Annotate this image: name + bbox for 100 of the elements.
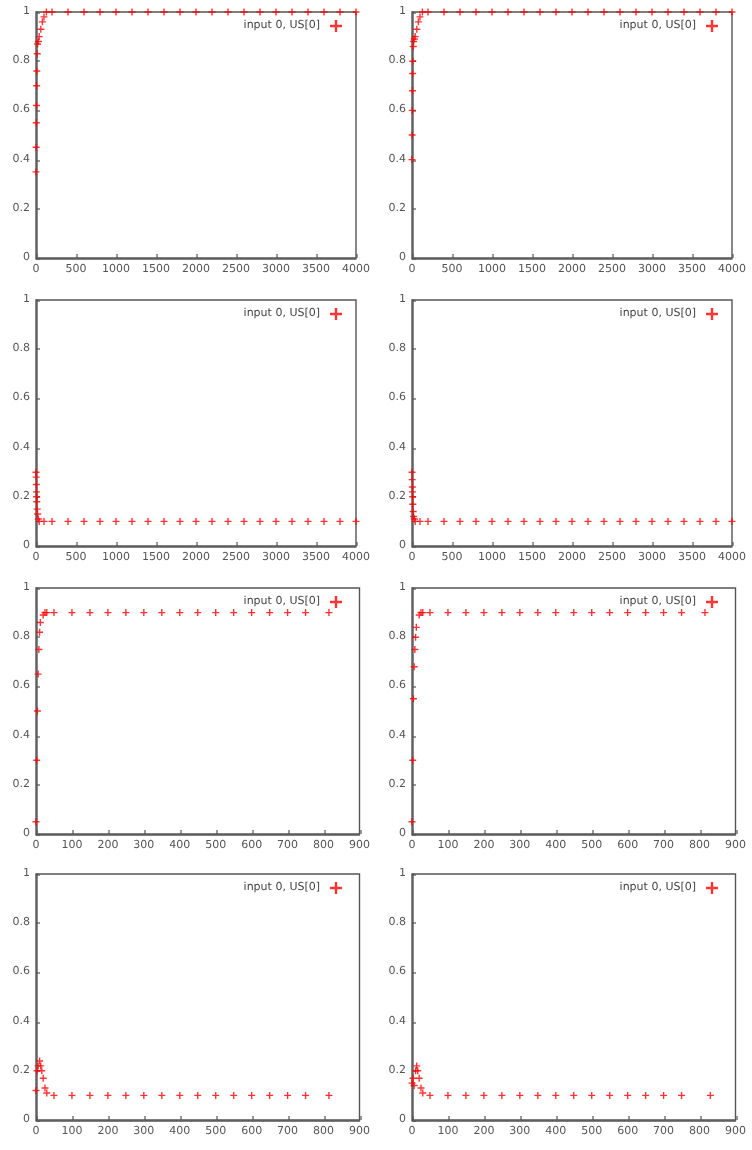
point bbox=[37, 25, 45, 33]
point bbox=[86, 608, 94, 616]
point bbox=[680, 517, 688, 525]
point bbox=[48, 8, 56, 16]
point bbox=[498, 608, 506, 616]
point bbox=[38, 1067, 46, 1075]
point bbox=[50, 1092, 58, 1100]
point bbox=[144, 517, 152, 525]
point bbox=[352, 517, 360, 525]
point bbox=[440, 517, 448, 525]
point bbox=[160, 8, 168, 16]
point bbox=[632, 8, 640, 16]
point bbox=[696, 517, 704, 525]
point bbox=[32, 143, 40, 151]
point bbox=[158, 1092, 166, 1100]
point bbox=[240, 517, 248, 525]
point bbox=[600, 517, 608, 525]
point bbox=[68, 608, 76, 616]
point bbox=[240, 8, 248, 16]
point bbox=[616, 8, 624, 16]
point bbox=[552, 8, 560, 16]
point bbox=[488, 8, 496, 16]
point bbox=[413, 1062, 421, 1070]
point bbox=[440, 8, 448, 16]
point bbox=[728, 517, 736, 525]
point bbox=[584, 8, 592, 16]
point bbox=[32, 1087, 40, 1095]
point bbox=[96, 8, 104, 16]
point bbox=[336, 8, 344, 16]
point bbox=[104, 1092, 112, 1100]
point bbox=[272, 517, 280, 525]
point bbox=[112, 8, 120, 16]
point bbox=[701, 608, 709, 616]
point bbox=[80, 8, 88, 16]
point bbox=[272, 8, 280, 16]
point bbox=[176, 517, 184, 525]
point bbox=[456, 517, 464, 525]
point bbox=[504, 8, 512, 16]
point bbox=[34, 669, 42, 677]
point bbox=[424, 517, 432, 525]
point bbox=[680, 8, 688, 16]
point bbox=[352, 8, 360, 16]
point bbox=[462, 1092, 470, 1100]
point bbox=[40, 13, 48, 21]
point bbox=[426, 1092, 434, 1100]
point bbox=[408, 817, 416, 825]
point bbox=[33, 706, 41, 714]
point bbox=[39, 1075, 47, 1083]
point bbox=[413, 25, 421, 33]
point bbox=[33, 67, 41, 75]
point bbox=[444, 608, 452, 616]
point bbox=[534, 1092, 542, 1100]
point bbox=[41, 1085, 49, 1093]
point bbox=[504, 517, 512, 525]
point bbox=[33, 82, 41, 90]
point bbox=[568, 517, 576, 525]
point bbox=[648, 8, 656, 16]
point bbox=[140, 608, 148, 616]
point bbox=[122, 608, 130, 616]
point bbox=[96, 517, 104, 525]
point bbox=[192, 8, 200, 16]
point bbox=[38, 18, 46, 26]
point bbox=[536, 517, 544, 525]
point bbox=[520, 517, 528, 525]
point bbox=[336, 517, 344, 525]
point bbox=[158, 608, 166, 616]
point bbox=[411, 645, 419, 652]
point bbox=[462, 608, 470, 616]
point bbox=[192, 517, 200, 525]
point bbox=[128, 8, 136, 16]
point bbox=[568, 8, 576, 16]
point bbox=[480, 1092, 488, 1100]
point bbox=[325, 608, 333, 616]
point bbox=[480, 608, 488, 616]
point bbox=[409, 500, 417, 508]
point bbox=[616, 517, 624, 525]
point bbox=[552, 517, 560, 525]
point bbox=[43, 1089, 51, 1097]
point bbox=[600, 8, 608, 16]
point bbox=[40, 517, 48, 525]
point bbox=[320, 8, 328, 16]
point bbox=[409, 1075, 417, 1083]
point bbox=[536, 8, 544, 16]
point bbox=[417, 1085, 425, 1093]
point bbox=[33, 505, 41, 513]
point bbox=[32, 473, 40, 481]
point bbox=[516, 1092, 524, 1100]
point bbox=[50, 608, 58, 616]
point bbox=[419, 1089, 427, 1097]
point bbox=[104, 608, 112, 616]
point bbox=[416, 517, 424, 525]
point bbox=[42, 8, 50, 16]
point bbox=[712, 8, 720, 16]
point bbox=[128, 517, 136, 525]
point bbox=[648, 517, 656, 525]
point bbox=[414, 18, 422, 26]
point bbox=[304, 517, 312, 525]
point bbox=[456, 8, 464, 16]
point bbox=[728, 8, 736, 16]
point bbox=[516, 608, 524, 616]
